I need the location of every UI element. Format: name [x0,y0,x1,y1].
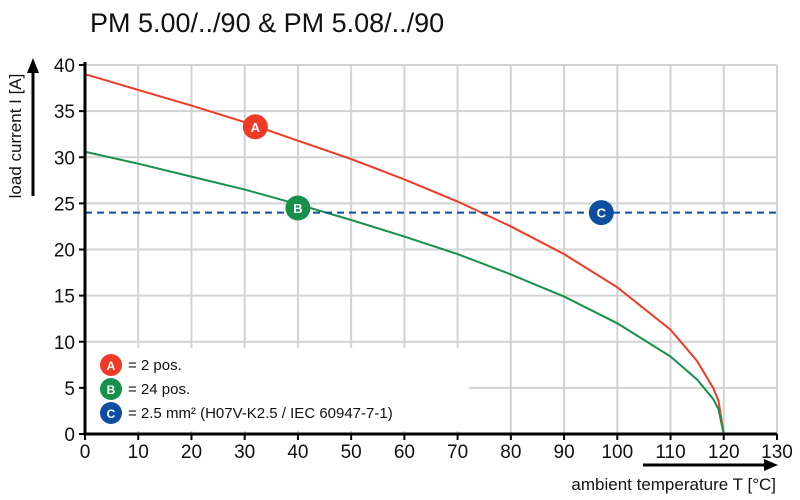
legend-badge-B [100,378,122,400]
y-tick-label: 25 [54,194,75,215]
marker-C [588,200,614,226]
series-line-B [84,150,725,435]
x-tick-label: 120 [708,442,740,463]
y-tick-label: 15 [54,287,75,308]
marker-label-C: C [597,206,607,221]
legend-badge-label-A: A [107,359,116,373]
x-tick-label: 100 [601,442,633,463]
y-tick-label: 5 [64,379,75,400]
marker-A [242,114,268,140]
x-tick-label: 30 [234,442,255,463]
series-line-A [84,73,725,435]
marker-label-B: B [293,201,302,216]
y-tick-label: 35 [54,102,75,123]
y-tick-label: 30 [54,148,75,169]
x-tick-label: 110 [655,442,685,463]
x-tick-label: 0 [80,442,91,463]
x-tick-label: 20 [181,442,202,463]
x-tick-label: 90 [554,442,575,463]
legend: A = 2 pos. B = 24 pos. C = 2.5 mm² (H07V-K2.5… [100,354,393,424]
x-tick-label: 60 [394,442,415,463]
y-axis-label: load current I [A] [6,74,25,199]
axes [79,62,778,440]
legend-text-B: = 24 pos. [128,381,190,398]
legend-badge-label-B: B [107,383,116,397]
x-axis-label: ambient temperature T [°C] [571,475,776,494]
x-tick-label: 130 [761,442,793,463]
y-tick-label: 40 [54,56,75,77]
x-tick-label: 10 [128,442,149,463]
y-tick-label: 20 [54,241,75,262]
legend-background [87,348,469,431]
legend-text-C: = 2.5 mm² (H07V-K2.5 / IEC 60947-7-1) [128,405,393,422]
y-axis-arrowhead [27,58,39,73]
x-tick-label: 80 [500,442,521,463]
x-axis-arrowhead [764,459,778,471]
x-tick-label: 70 [447,442,468,463]
legend-text-A: = 2 pos. [128,357,182,374]
x-tick-label: 40 [287,442,308,463]
x-tick-label: 50 [341,442,362,463]
tick-labels: 0 10 20 30 40 50 60 70 80 90 100 110 120 130 0 5 10 15 20 2… [54,56,793,463]
y-tick-label: 10 [54,333,75,354]
chart-title: PM 5.00/../90 & PM 5.08/../90 [90,8,445,38]
legend-badge-A [100,354,122,376]
legend-badge-label-C: C [107,407,116,421]
marker-B [285,195,311,221]
legend-badge-C [100,402,122,424]
marker-label-A: A [251,120,261,135]
y-tick-label: 0 [64,425,75,446]
